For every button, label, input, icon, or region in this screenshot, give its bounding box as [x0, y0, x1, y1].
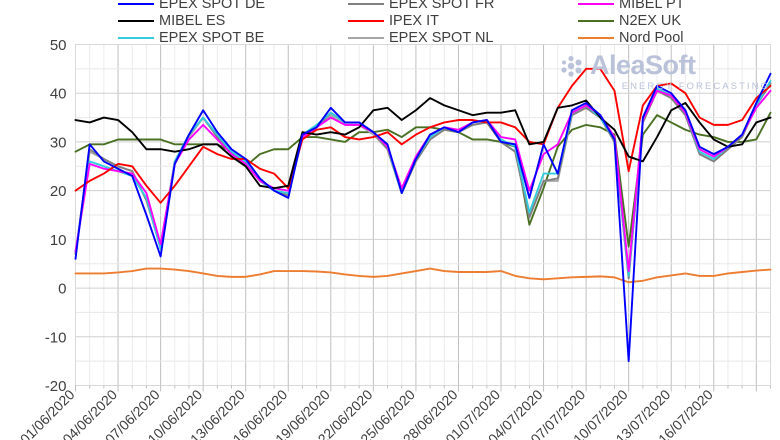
chart-legend: EPEX SPOT DE EPEX SPOT FR MIBEL PT MIBEL E…: [0, 0, 780, 44]
legend-item-ipex-it[interactable]: IPEX IT: [348, 13, 439, 29]
legend-swatch-icon: [118, 3, 154, 5]
legend-swatch-icon: [118, 37, 154, 39]
series-line-ipex-it: [74, 67, 772, 204]
legend-label: EPEX SPOT DE: [159, 0, 266, 12]
legend-swatch-icon: [348, 20, 384, 22]
series-line-n2ex-uk: [74, 111, 772, 248]
legend-item-mibel-es[interactable]: MIBEL ES: [118, 13, 225, 29]
y-tick-label: -10: [45, 329, 67, 346]
legend-swatch-icon: [118, 20, 154, 22]
series-line-epex-spot-nl: [74, 82, 772, 280]
legend-label: IPEX IT: [389, 13, 439, 29]
y-tick-label: 10: [50, 232, 67, 249]
series-line-epex-spot-fr: [74, 82, 772, 280]
y-tick-label: 30: [50, 134, 67, 151]
y-tick-label: 20: [50, 183, 67, 200]
legend-item-epex-spot-nl[interactable]: EPEX SPOT NL: [348, 30, 494, 44]
legend-item-nord-pool[interactable]: Nord Pool: [578, 30, 683, 44]
legend-row-bottom: EPEX SPOT BE EPEX SPOT NL Nord Pool: [0, 30, 780, 44]
legend-item-mibel-pt[interactable]: MIBEL PT: [578, 0, 685, 12]
legend-label: EPEX SPOT FR: [389, 0, 495, 12]
legend-item-n2ex-uk[interactable]: N2EX UK: [578, 13, 681, 29]
y-tick-label: -20: [45, 378, 67, 395]
legend-row-middle: MIBEL ES IPEX IT N2EX UK: [0, 13, 780, 29]
x-axis-ticks: [75, 385, 771, 392]
legend-label: MIBEL ES: [159, 13, 226, 29]
legend-swatch-icon: [578, 37, 614, 39]
legend-row-top: EPEX SPOT DE EPEX SPOT FR MIBEL PT: [0, 0, 780, 12]
series-line-mibel-es: [74, 97, 772, 190]
legend-swatch-icon: [578, 3, 614, 5]
legend-swatch-icon: [578, 20, 614, 22]
legend-label: EPEX SPOT BE: [159, 30, 265, 44]
series-line-nord-pool: [74, 267, 772, 284]
legend-item-epex-spot-fr[interactable]: EPEX SPOT FR: [348, 0, 494, 12]
y-tick-label: 50: [50, 37, 67, 54]
legend-swatch-icon: [348, 37, 384, 39]
y-axis-labels: 50 40 30 20 10 0 -10 -20: [45, 37, 67, 395]
legend-label: EPEX SPOT NL: [389, 30, 494, 44]
legend-label: N2EX UK: [619, 13, 682, 29]
series-line-epex-spot-de: [74, 72, 772, 363]
series-lines: [74, 67, 772, 363]
legend-item-epex-spot-de[interactable]: EPEX SPOT DE: [118, 0, 265, 12]
y-tick-label: 40: [50, 86, 67, 103]
legend-item-epex-spot-be[interactable]: EPEX SPOT BE: [118, 30, 264, 44]
legend-label: Nord Pool: [619, 30, 684, 44]
x-axis-labels: 01/06/202004/06/202007/06/202010/06/2020…: [17, 386, 716, 440]
plot-border: [75, 44, 771, 386]
legend-label: MIBEL PT: [619, 0, 685, 12]
legend-swatch-icon: [348, 3, 384, 5]
y-tick-label: 0: [58, 281, 66, 298]
